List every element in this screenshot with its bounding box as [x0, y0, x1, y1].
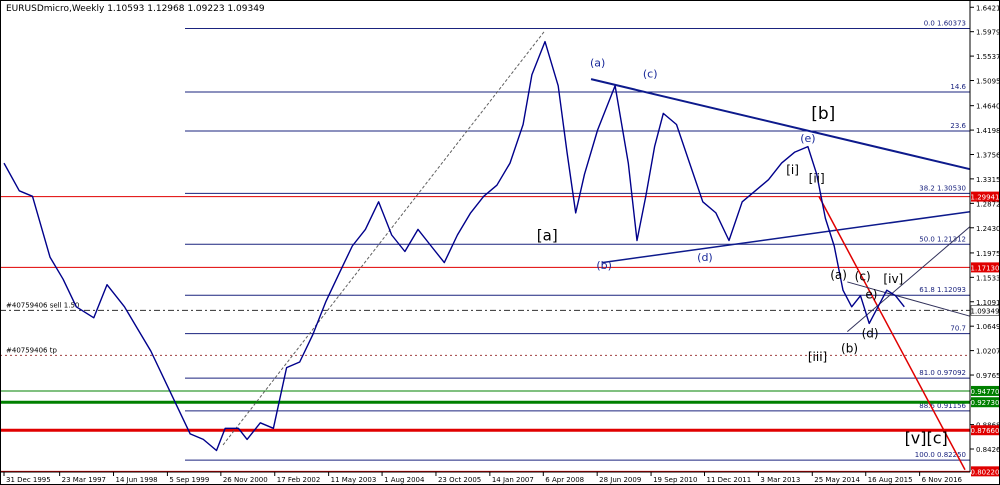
x-tick-label: 1 Aug 2004 [384, 476, 425, 484]
wave-label: [iv] [883, 272, 903, 286]
order-line-label: #40759406 sell 1.50 [6, 301, 79, 309]
fib-level-label: 88.6 0.91156 [919, 402, 966, 410]
wave-label: (a) [830, 268, 847, 282]
price-badge-label: 0.87660 [971, 427, 1000, 435]
x-tick-label: 6 Nov 2016 [922, 476, 963, 484]
wave-label: [b] [811, 104, 835, 124]
price-badge [971, 466, 999, 477]
x-tick-label: 17 Feb 2002 [277, 476, 321, 484]
y-tick-label: 1.64210 [976, 4, 1000, 12]
x-tick-label: 28 Jun 2009 [599, 476, 641, 484]
wave-label: [a] [537, 226, 558, 244]
red-channel-line [818, 195, 966, 471]
price-badge-label: 1.17130 [971, 264, 1000, 272]
x-tick-label: 6 Apr 2008 [545, 476, 584, 484]
price-badge [971, 425, 999, 436]
y-tick-label: 1.41980 [976, 127, 1000, 135]
x-tick-label: 25 May 2014 [814, 476, 860, 484]
upper-triangle-line [590, 78, 971, 171]
price-line [3, 40, 905, 452]
price-badge [971, 385, 999, 396]
order-line-label: #40759406 tp [6, 346, 57, 354]
fib-level-label: 0.0 1.60373 [924, 19, 966, 27]
wave-label: (b) [841, 342, 858, 356]
fib-level-label: 14.6 [950, 83, 966, 91]
price-badge-label: 1.29941 [971, 194, 1000, 202]
y-tick-label: 0.84260 [976, 446, 1000, 454]
wave-label: [v][c] [905, 428, 948, 447]
wave-label: (c) [643, 67, 658, 80]
fib-level-label: 50.0 1.21312 [919, 235, 966, 243]
x-tick-label: 5 Sep 1999 [169, 476, 209, 484]
trend-lines [222, 30, 971, 471]
wave-label: (b) [596, 259, 612, 272]
price-badge-label: 0.80220 [971, 468, 1000, 476]
wave-label: e) [865, 288, 877, 302]
y-tick-label: 1.24300 [976, 225, 1000, 233]
wave-label: (d) [862, 327, 879, 341]
fib-level-label: 23.6 [950, 122, 966, 130]
wave-label: (d) [697, 251, 713, 264]
x-tick-label: 23 Mar 1997 [62, 476, 106, 484]
y-tick-label: 1.06490 [976, 323, 1000, 331]
wave-label: [i] [786, 163, 799, 177]
minor-triangle-lower [847, 226, 971, 333]
y-tick-label: 1.46400 [976, 103, 1000, 111]
wave-labels: [a] (a) (c) (b) (d) [b] (e) [i] [ii] [iii] (a) (c) (… [537, 56, 948, 447]
y-tick-label: 1.50950 [976, 78, 1000, 86]
y-tick-label: 1.15330 [976, 274, 1000, 282]
price-series [3, 40, 905, 452]
price-badge [971, 262, 999, 273]
price-badge [970, 305, 1000, 316]
fib-level-label: 38.2 1.30530 [919, 184, 966, 192]
y-tick-label: 1.10910 [976, 299, 1000, 307]
price-badge [971, 191, 999, 202]
fib-level-label: 81.0 0.97092 [919, 369, 966, 377]
y-tick-label: 1.37560 [976, 152, 1000, 160]
fib-level-label: 61.8 1.12093 [919, 286, 966, 294]
y-tick-label: 1.19750 [976, 250, 1000, 258]
fib-level-label: 70.7 [950, 325, 966, 333]
x-tick-label: 16 Aug 2015 [868, 476, 913, 484]
wave-label: (a) [590, 56, 605, 69]
x-tick-label: 14 Jan 2007 [492, 476, 534, 484]
price-badge-label: 1.09349 [971, 307, 1000, 315]
fib-anchor-line [222, 30, 546, 446]
y-tick-label: 1.55370 [976, 53, 1000, 61]
wave-label: [iii] [808, 350, 827, 364]
y-tick-label: 1.33150 [976, 176, 1000, 184]
price-badge-label: 0.92730 [971, 399, 1000, 407]
wave-label: (e) [800, 132, 815, 145]
chart-header: EURUSDmicro,Weekly 1.10593 1.12968 1.092… [6, 4, 265, 14]
horizontal-levels: 0.0 1.60373 14.6 23.6 38.2 1.30530 50.0 1.21… [0, 19, 970, 472]
wave-label: [ii] [809, 171, 825, 185]
x-tick-label: 23 Oct 2005 [438, 476, 481, 484]
y-tick-label: 1.59790 [976, 29, 1000, 37]
x-tick-label: 14 Jun 1998 [116, 476, 158, 484]
x-tick-label: 31 Dec 1995 [6, 476, 51, 484]
x-tick-label: 11 May 2003 [331, 476, 377, 484]
x-tick-label: 19 Sep 2010 [653, 476, 697, 484]
y-tick-label: 1.28720 [976, 200, 1000, 208]
price-badge [971, 397, 999, 408]
x-tick-label: 11 Dec 2011 [707, 476, 752, 484]
lower-triangle-line [601, 211, 971, 264]
price-badge-label: 0.94770 [971, 388, 1000, 396]
minor-triangle-upper [847, 281, 971, 317]
x-tick-label: 26 Nov 2000 [223, 476, 268, 484]
x-tick-label: 3 Mar 2013 [760, 476, 800, 484]
fib-level-label: 100.0 0.82250 [915, 451, 966, 459]
wave-label: (c) [855, 269, 871, 283]
